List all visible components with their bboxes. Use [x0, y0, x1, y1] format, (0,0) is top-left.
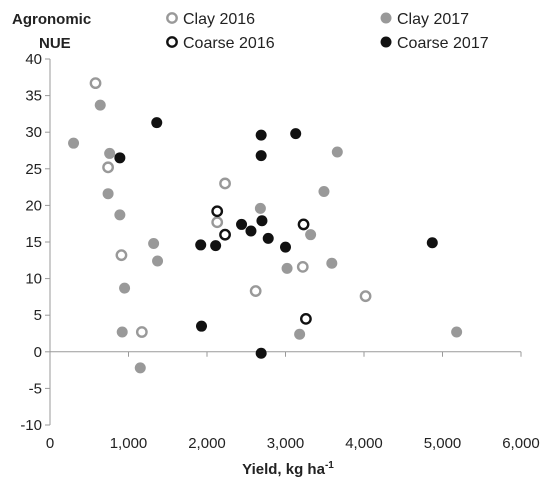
data-point-clay-2017	[152, 255, 164, 267]
tick-group: -10 -5 0 5 10 15 20 25 30 35 40 0 1,000 2,000 3,000 4,0…	[20, 51, 539, 452]
y-tick-label: 35	[25, 88, 42, 105]
data-point-clay-2016	[211, 216, 224, 229]
data-point-clay-2017	[281, 262, 293, 274]
data-point-clay-2016	[249, 285, 262, 297]
y-axis-title-line2: NUE	[39, 35, 71, 52]
data-point-clay-2017	[305, 229, 317, 241]
y-tick-label: -5	[29, 380, 42, 397]
legend-marker-clay-2017	[380, 12, 392, 24]
legend-label-coarse-2017: Coarse 2017	[397, 35, 489, 52]
y-tick-label: 0	[34, 344, 42, 361]
x-tick-label: 0	[46, 435, 54, 452]
data-point-clay-2017	[148, 237, 160, 249]
data-point-coarse-2016	[297, 218, 310, 231]
y-tick-label: -10	[20, 417, 42, 434]
data-point-clay-2017	[104, 147, 116, 159]
data-point-clay-2017	[254, 202, 266, 214]
data-point-clay-2016	[102, 161, 114, 174]
data-point-clay-2016	[115, 249, 128, 262]
data-point-clay-2017	[331, 146, 343, 158]
x-axis-title-superscript: -1	[325, 460, 334, 471]
x-axis-title-main: Yield, kg ha	[242, 461, 325, 478]
x-tick-label: 6,000	[502, 435, 540, 452]
data-point-coarse-2017	[195, 239, 207, 251]
y-tick-label: 25	[25, 161, 42, 178]
x-tick-label: 2,000	[188, 435, 226, 452]
x-tick-label: 4,000	[345, 435, 383, 452]
data-point-clay-2016	[135, 326, 148, 338]
legend-group: Clay 2016 Clay 2017 Coarse 2016 Coarse 2017	[166, 11, 489, 52]
data-point-coarse-2016	[211, 205, 224, 218]
data-point-coarse-2017	[290, 128, 302, 140]
data-point-clay-2017	[451, 326, 463, 338]
legend-label-clay-2017: Clay 2017	[397, 11, 469, 28]
data-point-clay-2016	[359, 290, 372, 303]
data-point-coarse-2017	[255, 150, 267, 162]
data-point-coarse-2016	[219, 228, 231, 241]
data-point-clay-2017	[134, 362, 146, 374]
data-point-clay-2017	[318, 185, 330, 197]
data-point-clay-2016	[219, 177, 231, 190]
data-point-coarse-2017	[255, 129, 267, 141]
legend-label-clay-2016: Clay 2016	[183, 11, 255, 28]
data-point-coarse-2017	[245, 225, 257, 237]
y-tick-label: 20	[25, 197, 42, 214]
data-point-clay-2017	[326, 257, 338, 269]
y-axis-title-line1: Agronomic	[12, 11, 91, 28]
data-point-coarse-2017	[256, 215, 268, 227]
data-point-coarse-2017	[236, 218, 248, 230]
x-axis-title: Yield, kg ha-1	[242, 460, 334, 478]
data-point-coarse-2017	[280, 241, 291, 253]
legend-marker-clay-2016	[166, 12, 178, 24]
data-point-clay-2016	[296, 260, 309, 273]
y-tick-label: 30	[25, 124, 42, 141]
legend-label-coarse-2016: Coarse 2016	[183, 35, 275, 52]
data-point-coarse-2017	[114, 152, 126, 164]
data-point-coarse-2017	[196, 320, 208, 332]
data-point-clay-2017	[102, 188, 114, 200]
data-point-clay-2017	[294, 328, 306, 340]
y-tick-label: 10	[25, 271, 42, 288]
data-point-coarse-2017	[255, 347, 267, 359]
y-tick-label: 40	[25, 51, 42, 68]
legend-marker-coarse-2016	[166, 36, 178, 48]
legend-marker-coarse-2017	[380, 36, 392, 48]
x-tick-label: 1,000	[110, 435, 148, 452]
points-group	[68, 77, 463, 374]
data-point-coarse-2017	[262, 232, 274, 244]
y-tick-label: 5	[34, 307, 42, 324]
data-point-clay-2017	[114, 209, 126, 221]
data-point-clay-2016	[89, 77, 102, 90]
data-point-coarse-2016	[300, 312, 312, 325]
x-tick-label: 5,000	[424, 435, 462, 452]
data-point-clay-2017	[116, 326, 128, 338]
y-tick-label: 15	[25, 234, 42, 251]
data-point-coarse-2017	[210, 240, 222, 252]
x-tick-label: 3,000	[267, 435, 305, 452]
data-point-clay-2017	[94, 99, 106, 111]
data-point-clay-2017	[68, 137, 80, 149]
data-point-coarse-2017	[151, 117, 163, 129]
data-point-coarse-2017	[426, 237, 438, 249]
data-point-clay-2017	[119, 282, 131, 294]
